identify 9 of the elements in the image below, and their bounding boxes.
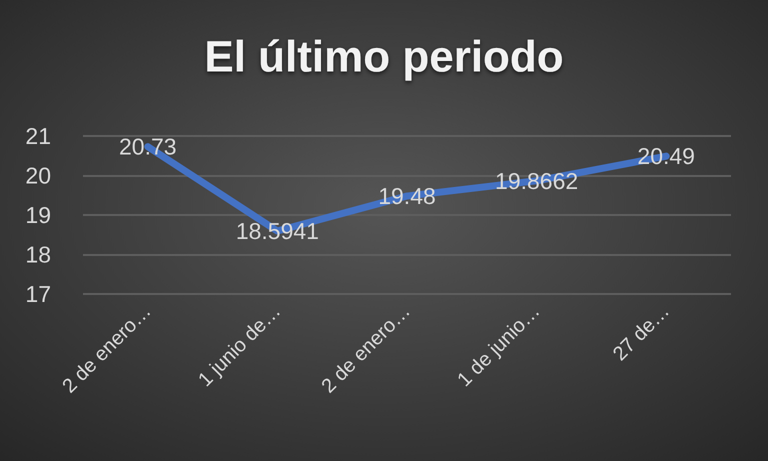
- y-tick-label: 17: [25, 281, 51, 307]
- x-tick-label: 27 de…: [608, 300, 674, 366]
- data-label: 18.5941: [236, 218, 319, 244]
- y-tick-label: 19: [25, 202, 51, 228]
- y-tick-label: 20: [25, 162, 51, 188]
- y-tick-label: 18: [25, 242, 51, 268]
- data-label: 19.8662: [495, 168, 578, 194]
- chart-title: El último periodo: [204, 32, 564, 82]
- y-tick-label: 21: [25, 123, 51, 149]
